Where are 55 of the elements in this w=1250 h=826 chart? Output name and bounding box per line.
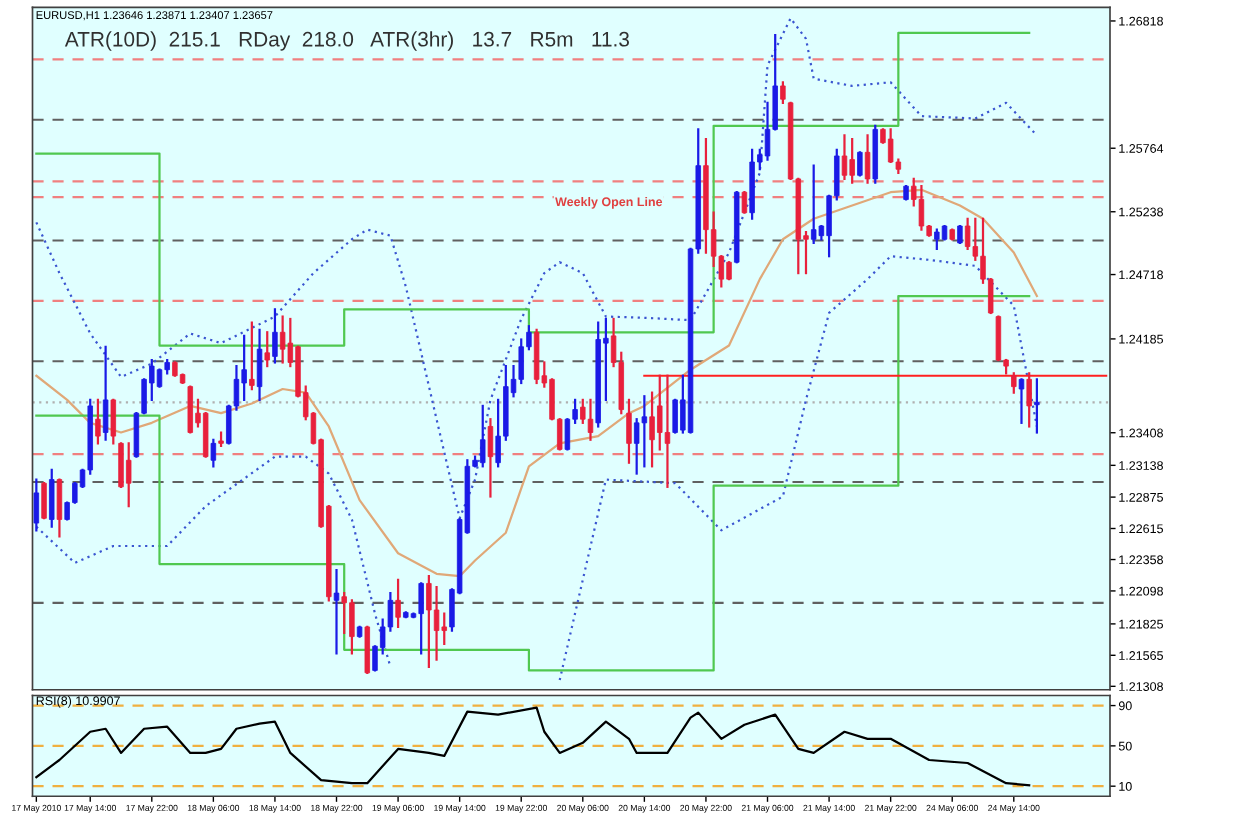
candlestick [641,395,648,468]
candlestick [49,468,55,528]
candlestick [341,591,347,635]
candlestick [672,398,678,434]
candlestick [264,331,270,368]
candlestick [587,398,594,441]
candlestick [102,345,109,441]
candlestick [1026,372,1032,428]
line-series [35,17,1038,520]
candlestick [441,612,447,645]
candlestick [95,398,101,445]
candlestick [626,398,632,464]
candlestick [202,412,209,458]
candlestick [1018,378,1025,424]
candlestick [864,134,871,184]
candlestick [849,137,855,184]
candlestick [426,575,432,668]
candlestick [1011,372,1017,394]
candlestick [433,585,440,661]
candlestick [272,308,278,364]
line-series [558,255,1038,682]
line-series [35,188,1038,578]
candlestick [741,191,748,214]
candlestick [533,328,540,385]
candlestick [395,578,401,629]
candlestick [210,438,217,468]
line-series [35,706,1031,787]
candlestick [349,599,355,655]
candlestick [41,482,47,520]
candlestick [664,374,671,488]
candlestick [841,134,848,181]
candlestick [125,442,132,508]
candlestick [934,228,940,251]
candlestick [649,391,655,468]
candlestick [256,328,263,401]
candlestick [487,418,494,498]
candlestick [118,442,124,488]
candlestick [1034,378,1040,434]
candlestick [418,582,424,655]
annotation: ATR(10D) 215.1 RDay 218.0 ATR(3hr) 13.7 R5m 11.3 [64,31,629,51]
candlestick [780,81,786,104]
candlestick [480,404,486,468]
line-series [35,455,392,668]
candlestick [810,164,817,245]
candlestick [918,185,925,231]
candlestick [56,478,63,538]
candlestick [857,151,863,177]
candlestick [249,321,255,391]
candlestick [995,315,1002,362]
candlestick [187,385,194,434]
candlestick [33,478,40,532]
candlestick [364,625,371,674]
candlestick [110,398,117,445]
candlestick [333,569,340,655]
candlestick [279,315,286,364]
